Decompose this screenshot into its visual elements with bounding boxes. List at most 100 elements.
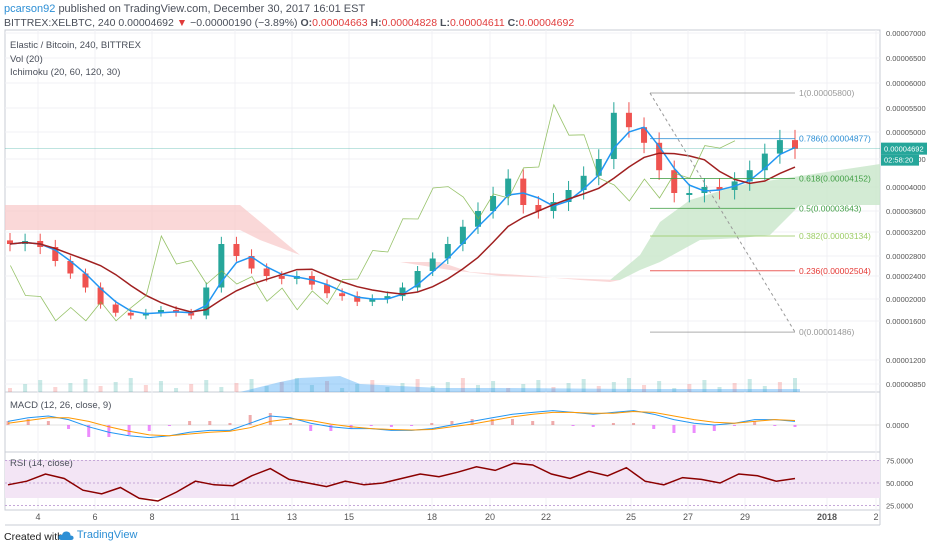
- fib-level-label: 0.786(0.00004877): [799, 134, 871, 144]
- open-value: 0.00004663: [312, 17, 368, 29]
- candle-body: [324, 284, 331, 294]
- volume-bar: [234, 383, 239, 392]
- down-arrow-icon: ▼: [176, 17, 188, 29]
- volume-ma-area: [240, 376, 800, 392]
- volume-bar: [128, 378, 133, 392]
- volume-bar: [672, 388, 677, 392]
- macd-histogram-bar: [87, 425, 91, 437]
- macd-histogram-bar: [490, 419, 494, 425]
- macd-histogram-bar: [732, 425, 736, 426]
- cloud-icon: [58, 531, 74, 540]
- volume-bar: [400, 383, 405, 392]
- volume-bar: [53, 387, 58, 392]
- y-tick-label: 0.00005000: [886, 128, 926, 137]
- volume-bar: [521, 384, 526, 392]
- candle-body: [429, 258, 436, 271]
- countdown-label: 02:58:20: [884, 156, 913, 165]
- signal-line: [7, 410, 796, 437]
- macd-histogram-bar: [712, 425, 716, 431]
- macd-histogram-bar: [167, 425, 171, 426]
- ichimoku-cloud-bullish: [610, 164, 880, 280]
- close-value: 0.00004692: [518, 17, 575, 29]
- candle-body: [792, 140, 798, 149]
- candle-body: [127, 312, 134, 316]
- volume-bar: [506, 388, 511, 392]
- volume-bar: [596, 386, 601, 392]
- ichimoku-cloud-bearish: [5, 205, 620, 282]
- candle-body: [595, 159, 602, 176]
- fib-level-label: 0.5(0.00003643): [799, 203, 862, 213]
- macd-histogram-bar: [369, 425, 373, 426]
- candle-body: [67, 261, 74, 274]
- candle-body: [610, 112, 617, 159]
- volume-bar: [249, 379, 254, 392]
- macd-histogram-bar: [450, 421, 454, 425]
- y-tick-label: 0.00001200: [886, 356, 926, 365]
- macd-histogram-bar: [591, 425, 595, 427]
- legend-title: Elastic / Bitcoin, 240, BITTREX: [10, 40, 142, 51]
- x-tick-label: 27: [683, 512, 693, 522]
- macd-line: [7, 410, 796, 439]
- volume-bar: [460, 378, 465, 392]
- x-tick-label: 20: [485, 512, 495, 522]
- macd-histogram-bar: [208, 421, 212, 425]
- candle-body: [248, 256, 255, 269]
- candle-body: [188, 312, 195, 316]
- volume-bar: [113, 382, 118, 392]
- volume-bar: [143, 385, 148, 392]
- low-value: 0.00004611: [449, 17, 505, 29]
- base-line: [9, 152, 796, 313]
- macd-histogram-bar: [248, 415, 252, 425]
- candle-body: [625, 112, 632, 128]
- footer-created-with: Created with: [4, 531, 63, 543]
- macd-histogram-bar: [652, 425, 656, 429]
- tradingview-logo[interactable]: TradingView: [58, 529, 137, 541]
- fib-level-label: 0.382(0.00003134): [799, 231, 871, 241]
- candle-body: [82, 273, 89, 288]
- candle-body: [157, 310, 164, 313]
- candle-body: [112, 304, 119, 313]
- volume-bar: [793, 378, 797, 392]
- macd-histogram-bar: [793, 425, 797, 427]
- volume-bar: [370, 380, 375, 392]
- author-link[interactable]: pcarson92: [4, 3, 56, 15]
- y-tick-label: 0.00003200: [886, 228, 926, 237]
- volume-bar: [626, 378, 631, 392]
- candle-body: [746, 170, 753, 182]
- candle-body: [7, 240, 13, 244]
- candle-body: [580, 175, 587, 190]
- volume-bar: [657, 381, 662, 392]
- volume-bar: [279, 382, 284, 392]
- macd-histogram-bar: [46, 421, 50, 425]
- volume-bar: [566, 383, 571, 392]
- macd-histogram-bar: [773, 425, 777, 426]
- macd-histogram-bar: [551, 421, 555, 425]
- fib-level-label: 0.236(0.00002504): [799, 266, 871, 276]
- macd-histogram-bar: [430, 423, 434, 425]
- symbol-line: BITTREX:XELBTC, 240 0.00004692 ▼ −0.0000…: [4, 17, 574, 29]
- legend-vol: Vol (20): [10, 54, 43, 65]
- y-tick-label: 0.00004000: [886, 183, 926, 192]
- price-change: −0.00000190 (−3.89%): [190, 17, 298, 29]
- macd-histogram-bar: [510, 419, 514, 425]
- y-tick-label: 0.00006000: [886, 79, 926, 88]
- candle-body: [776, 140, 783, 154]
- volume-bar: [732, 383, 737, 392]
- volume-bar: [98, 386, 103, 392]
- fib-level-label: 1(0.00005800): [799, 88, 854, 98]
- y-tick-label: 0.00006500: [886, 54, 926, 63]
- rsi-band: [5, 460, 880, 498]
- volume-bar: [264, 386, 269, 392]
- macd-y-label: 0.0000: [886, 421, 909, 430]
- volume-bar: [325, 381, 330, 392]
- volume-bar: [445, 382, 450, 392]
- volume-bar: [415, 379, 420, 392]
- volume-bar: [581, 379, 586, 392]
- candle-body: [490, 196, 497, 211]
- candle-body: [565, 190, 572, 202]
- macd-legend: MACD (12, 26, close, 9): [10, 400, 111, 411]
- y-tick-label: 0.00002000: [886, 295, 926, 304]
- candle-body: [278, 276, 285, 279]
- macd-histogram-bar: [632, 423, 636, 425]
